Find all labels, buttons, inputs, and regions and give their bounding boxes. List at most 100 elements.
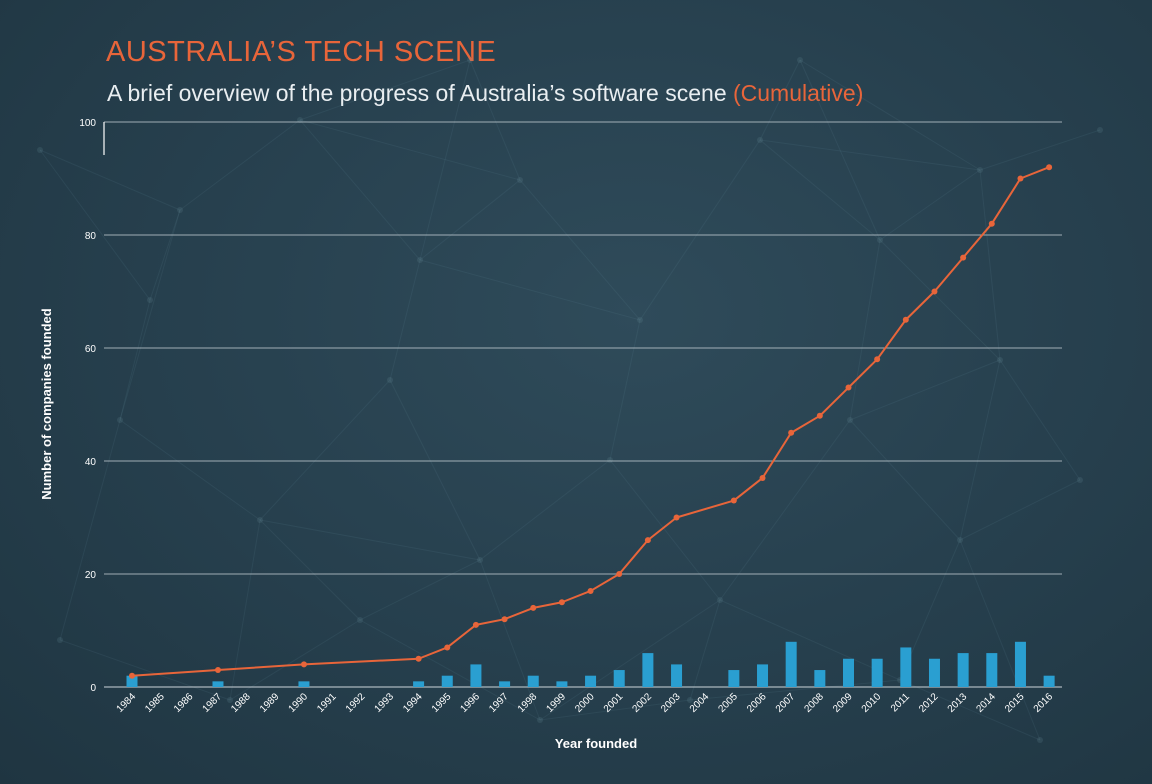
y-tick-label: 40	[85, 457, 97, 468]
bar	[499, 681, 511, 687]
bar	[413, 681, 425, 687]
bg-network-link	[609, 319, 641, 461]
bg-network-link	[879, 169, 981, 241]
line-point	[759, 474, 766, 481]
line-point	[788, 429, 795, 436]
x-tick-label: 2011	[889, 691, 912, 714]
bar	[957, 653, 969, 687]
bg-network-link	[539, 699, 691, 721]
cumulative-line	[131, 166, 1050, 677]
x-tick-label: 2005	[716, 691, 740, 715]
bar	[1043, 675, 1055, 687]
bg-network-link	[419, 179, 521, 261]
bg-network-link	[959, 539, 1041, 741]
x-tick-label: 1994	[401, 691, 425, 715]
bg-network-link	[389, 379, 481, 561]
x-tick-label: 1987	[201, 691, 225, 715]
bg-network-link	[959, 479, 1081, 541]
line-point	[931, 288, 938, 295]
bg-network-link	[639, 139, 761, 321]
bg-network-node	[847, 417, 853, 423]
bg-network-node	[877, 237, 883, 243]
bar	[585, 675, 597, 687]
bg-network-node	[257, 517, 263, 523]
y-tick-label: 100	[79, 118, 96, 129]
line-point	[472, 621, 479, 628]
bg-network-node	[757, 137, 763, 143]
x-tick-label: 1992	[344, 691, 368, 715]
x-tick-label: 2010	[860, 691, 884, 715]
bg-network-node	[227, 697, 233, 703]
x-tick-label: 2000	[573, 691, 597, 715]
bar	[843, 658, 854, 687]
x-tick-label: 1991	[315, 691, 339, 715]
bar	[613, 670, 625, 687]
x-tick-label: 2013	[946, 691, 970, 715]
x-tick-label: 1998	[516, 691, 540, 715]
bar	[785, 641, 797, 687]
bg-network-link	[39, 149, 181, 211]
x-tick-label: 2015	[1003, 691, 1027, 715]
line-point	[874, 356, 881, 363]
x-tick-label: 2007	[774, 691, 798, 715]
bar	[1014, 641, 1026, 687]
bg-network-link	[849, 359, 1001, 421]
bg-network-link	[689, 679, 901, 701]
bar-series	[126, 641, 1055, 687]
line-point	[214, 667, 221, 674]
bg-network-link	[119, 209, 181, 421]
bg-network-node	[57, 637, 63, 643]
bg-network-link	[259, 519, 361, 621]
bg-network-node	[797, 57, 803, 63]
line-point	[988, 220, 995, 227]
bg-network-link	[759, 139, 881, 241]
bg-network-node	[37, 147, 43, 153]
bg-network-link	[799, 59, 981, 171]
chart-title: AUSTRALIA’S TECH SCENE	[106, 36, 497, 68]
bg-network-link	[179, 119, 301, 211]
subtitle-accent: (Cumulative)	[733, 80, 864, 106]
chart-subtitle: A brief overview of the progress of Aust…	[107, 80, 863, 107]
bar	[212, 681, 224, 687]
bg-network-link	[959, 359, 1001, 541]
line-point	[444, 644, 451, 651]
bar	[556, 681, 568, 687]
line-point	[902, 316, 909, 323]
x-tick-label: 2016	[1032, 691, 1056, 715]
bg-network-node	[997, 357, 1003, 363]
line-point	[587, 587, 594, 594]
bg-network-link	[719, 599, 901, 681]
bg-network-node	[417, 257, 423, 263]
bg-network-link	[149, 209, 181, 301]
bar	[441, 675, 453, 687]
bg-network-link	[419, 259, 641, 321]
bg-network-link	[519, 179, 641, 321]
bar	[871, 658, 883, 687]
line-series	[129, 164, 1053, 679]
bg-network-node	[1037, 737, 1043, 743]
line-point	[673, 514, 680, 521]
bg-network-link	[59, 419, 121, 641]
bg-network-link	[389, 259, 421, 381]
bg-network-node	[177, 207, 183, 213]
line-point	[501, 616, 508, 623]
bg-network-node	[387, 377, 393, 383]
bg-network-node	[687, 697, 693, 703]
bg-network-node	[977, 167, 983, 173]
bar	[928, 658, 940, 687]
line-point	[415, 655, 422, 662]
line-point	[1017, 175, 1024, 182]
bar	[671, 664, 683, 687]
y-tick-label: 60	[85, 344, 97, 355]
bg-network-link	[299, 59, 471, 121]
bg-network-link	[359, 619, 541, 721]
x-tick-label: 1988	[229, 691, 253, 715]
bg-network-link	[849, 419, 961, 541]
x-tick-label: 1989	[258, 691, 282, 715]
x-axis-label: Year founded	[555, 736, 637, 751]
bar	[986, 653, 998, 687]
bg-network-node	[957, 537, 963, 543]
bar	[900, 647, 912, 687]
bar	[527, 675, 539, 687]
bar	[814, 670, 826, 687]
